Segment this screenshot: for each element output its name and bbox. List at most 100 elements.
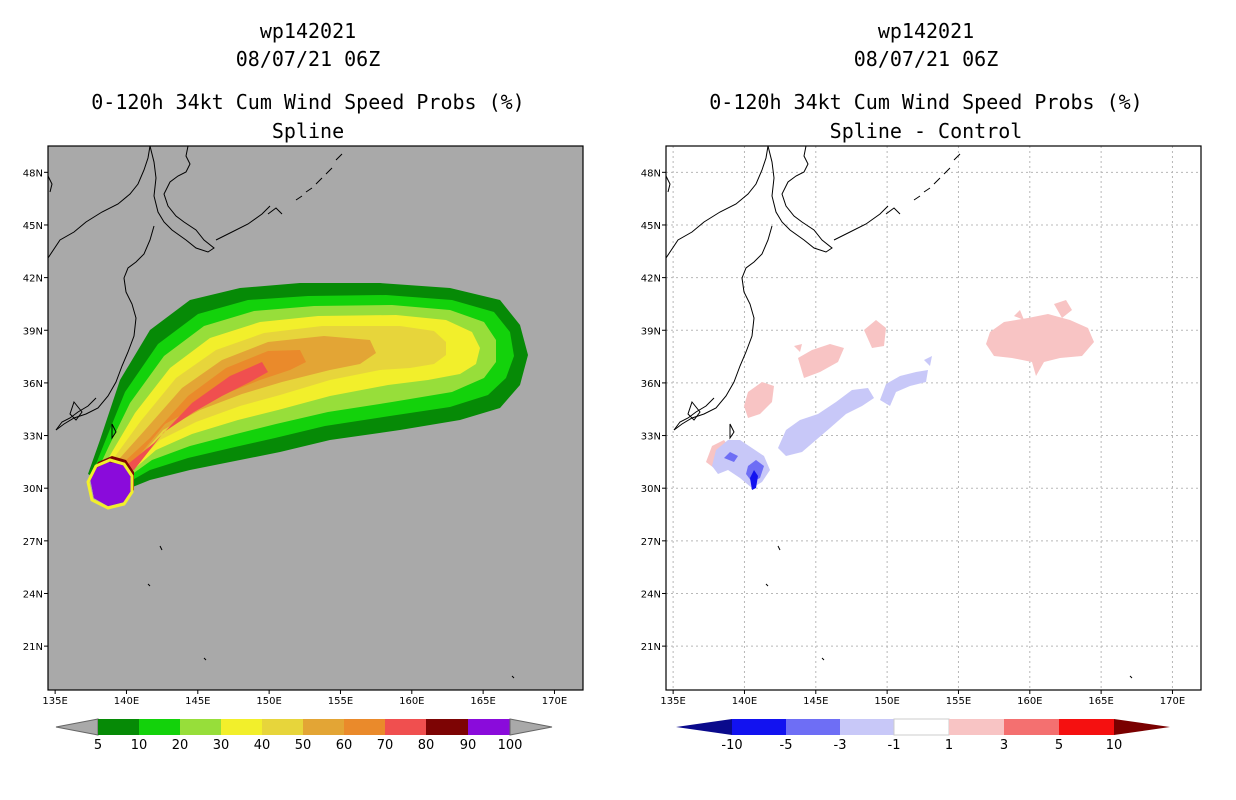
diff-colorbar-label: 10 bbox=[1106, 738, 1123, 753]
left-probability-swath bbox=[86, 283, 528, 510]
colorbar-label: 5 bbox=[94, 738, 102, 753]
right-colorbar: -10 -5 -3 -1 1 3 5 10 bbox=[676, 718, 1170, 753]
colorbar-box-5 bbox=[98, 719, 139, 735]
diff-colorbar-box-p5 bbox=[1059, 719, 1114, 735]
y-tick-label: 21N bbox=[641, 642, 661, 653]
x-tick-label: 150E bbox=[874, 696, 899, 707]
colorbar-box-10 bbox=[139, 719, 180, 735]
diff-colorbar-label: 3 bbox=[1000, 738, 1008, 753]
diff-pos-area-central-dot bbox=[794, 344, 802, 352]
y-tick-label: 39N bbox=[23, 326, 43, 337]
colorbar-label: 90 bbox=[460, 738, 477, 753]
right-gridlines bbox=[666, 146, 1201, 690]
swath-50pct bbox=[108, 336, 376, 474]
diff-colorbar-under-arrow bbox=[676, 719, 732, 735]
y-tick-label: 33N bbox=[641, 432, 661, 443]
right-title-method: Spline - Control bbox=[830, 119, 1023, 143]
left-colorbar: 5 10 20 30 40 50 60 70 80 90 100 bbox=[55, 718, 553, 753]
colorbar-label: 30 bbox=[213, 738, 230, 753]
diff-pos-area-east bbox=[986, 314, 1094, 376]
right-coastlines bbox=[666, 146, 1133, 679]
y-tick-label: 30N bbox=[23, 484, 43, 495]
diff-pos-area-central bbox=[798, 344, 844, 378]
colorbar-box-20 bbox=[180, 719, 221, 735]
y-tick-label: 42N bbox=[641, 274, 661, 285]
x-tick-label: 140E bbox=[114, 696, 139, 707]
right-panel: wp142021 08/07/21 06Z 0-120h 34kt Cum Wi… bbox=[641, 19, 1202, 753]
x-tick-label: 170E bbox=[1160, 696, 1185, 707]
colorbar-box-80 bbox=[426, 719, 468, 735]
right-colorbar-labels: -10 -5 -3 -1 1 3 5 10 bbox=[721, 738, 1122, 753]
left-title-product: 0-120h 34kt Cum Wind Speed Probs (%) bbox=[91, 90, 524, 114]
left-axis-ticks: 135E 140E 145E 150E 155E 160E 165E 170E 48N 45N 42… bbox=[23, 168, 567, 707]
x-tick-label: 155E bbox=[328, 696, 353, 707]
y-tick-label: 30N bbox=[641, 484, 661, 495]
colorbar-label: 40 bbox=[254, 738, 271, 753]
colorbar-label: 70 bbox=[377, 738, 394, 753]
colorbar-under-arrow bbox=[55, 718, 99, 736]
colorbar-over-arrow bbox=[509, 718, 553, 736]
colorbar-box-90 bbox=[468, 719, 510, 735]
right-difference-fields bbox=[706, 300, 1094, 490]
diff-colorbar-box-m5 bbox=[732, 719, 786, 735]
right-title-storm-id: wp142021 bbox=[878, 19, 974, 43]
left-plot-frame bbox=[47, 145, 584, 691]
diff-colorbar-label: -10 bbox=[721, 738, 742, 753]
diff-pos-area-east-bit bbox=[1014, 310, 1024, 320]
y-tick-label: 48N bbox=[641, 168, 661, 179]
right-plot-frame bbox=[665, 145, 1202, 691]
y-tick-label: 27N bbox=[23, 537, 43, 548]
y-tick-label: 39N bbox=[641, 326, 661, 337]
x-tick-label: 170E bbox=[542, 696, 567, 707]
right-map-background bbox=[666, 146, 1201, 690]
x-tick-label: 135E bbox=[660, 696, 685, 707]
diff-colorbar-box-m1 bbox=[840, 719, 894, 735]
x-tick-label: 160E bbox=[1017, 696, 1042, 707]
x-tick-label: 150E bbox=[256, 696, 281, 707]
y-tick-label: 45N bbox=[641, 221, 661, 232]
diff-colorbar-over-arrow bbox=[1114, 719, 1170, 735]
x-tick-label: 140E bbox=[732, 696, 757, 707]
y-tick-label: 45N bbox=[23, 221, 43, 232]
diff-colorbar-box-m3 bbox=[786, 719, 840, 735]
diff-colorbar-box-p3 bbox=[1004, 719, 1059, 735]
x-tick-label: 145E bbox=[803, 696, 828, 707]
left-colorbar-labels: 5 10 20 30 40 50 60 70 80 90 100 bbox=[94, 738, 523, 753]
x-tick-label: 165E bbox=[470, 696, 495, 707]
swath-60pct bbox=[112, 350, 306, 474]
colorbar-label: 100 bbox=[498, 738, 523, 753]
y-tick-label: 24N bbox=[23, 589, 43, 600]
colorbar-box-50 bbox=[303, 719, 344, 735]
diff-colorbar-label: -3 bbox=[834, 738, 847, 753]
x-tick-label: 160E bbox=[399, 696, 424, 707]
diff-pos-area-central-north bbox=[864, 320, 886, 348]
diff-pos-area-honshu bbox=[744, 382, 774, 418]
diff-colorbar-label: 1 bbox=[945, 738, 953, 753]
diff-neg-area-central bbox=[778, 388, 874, 456]
y-tick-label: 48N bbox=[23, 168, 43, 179]
y-tick-label: 36N bbox=[641, 379, 661, 390]
diff-colorbar-label: 5 bbox=[1055, 738, 1063, 753]
colorbar-box-70 bbox=[385, 719, 426, 735]
colorbar-box-30 bbox=[221, 719, 262, 735]
y-tick-label: 36N bbox=[23, 379, 43, 390]
x-tick-label: 145E bbox=[185, 696, 210, 707]
right-title-datetime: 08/07/21 06Z bbox=[854, 47, 999, 71]
colorbar-label: 10 bbox=[131, 738, 148, 753]
left-panel: wp142021 08/07/21 06Z 0-120h 34kt Cum Wi… bbox=[23, 19, 584, 753]
colorbar-label: 80 bbox=[418, 738, 435, 753]
right-title-product: 0-120h 34kt Cum Wind Speed Probs (%) bbox=[709, 90, 1142, 114]
y-tick-label: 42N bbox=[23, 274, 43, 285]
right-axis-ticks: 135E 140E 145E 150E 155E 160E 165E 170E 48N 45N 42… bbox=[641, 168, 1185, 707]
diff-neg-area-east bbox=[880, 370, 928, 406]
diff-colorbar-label: -5 bbox=[780, 738, 793, 753]
colorbar-label: 60 bbox=[336, 738, 353, 753]
x-tick-label: 135E bbox=[42, 696, 67, 707]
x-tick-label: 165E bbox=[1088, 696, 1113, 707]
left-title-datetime: 08/07/21 06Z bbox=[236, 47, 381, 71]
left-title-method: Spline bbox=[272, 119, 344, 143]
y-tick-label: 21N bbox=[23, 642, 43, 653]
colorbar-label: 50 bbox=[295, 738, 312, 753]
colorbar-box-40 bbox=[262, 719, 303, 735]
